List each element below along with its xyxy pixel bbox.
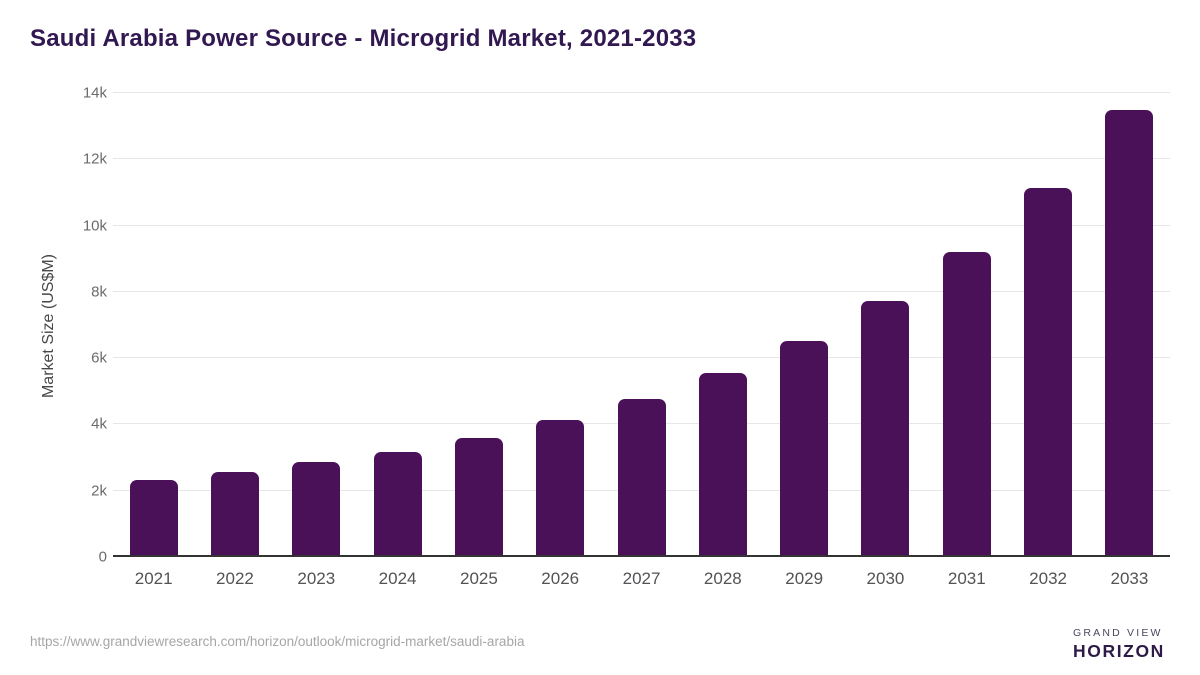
x-tick-label: 2028 <box>703 569 742 588</box>
y-tick-label: 0 <box>98 548 107 566</box>
bar-2024 <box>373 451 422 557</box>
gridline <box>113 357 1170 359</box>
bar-slot <box>1089 93 1170 557</box>
source-url: https://www.grandviewresearch.com/horizo… <box>30 634 525 649</box>
y-tick-label: 8k <box>91 283 107 301</box>
chart-title: Saudi Arabia Power Source - Microgrid Ma… <box>30 25 697 52</box>
x-tick-label: 2021 <box>134 569 173 588</box>
bar-slot <box>194 93 275 557</box>
y-tick-label: 14k <box>82 84 107 102</box>
logo-sun-shape <box>1029 634 1051 644</box>
bar-2030 <box>861 301 910 557</box>
bar-2026 <box>536 420 585 557</box>
logo-product-name: HORIZON <box>1073 640 1165 661</box>
bar-slot <box>438 93 519 557</box>
bar-2033 <box>1105 109 1154 557</box>
bar-2031 <box>942 251 991 557</box>
bar-2021 <box>129 480 178 557</box>
x-tick-label: 2026 <box>541 569 580 588</box>
bar-2027 <box>617 399 666 557</box>
bar-slot <box>764 93 845 557</box>
logo-brand-name: GRAND VIEW <box>1073 626 1163 639</box>
x-tick-label: 2033 <box>1110 569 1149 588</box>
gridline <box>113 224 1170 226</box>
logo-text: GRAND VIEW HORIZON <box>1073 627 1165 662</box>
bar-slot <box>520 93 601 557</box>
logo-reflection-line-1 <box>1031 645 1049 650</box>
x-axis-labels: 2021 2022 2023 2024 2025 2026 2027 2028 2029 2030… <box>113 569 1170 589</box>
bar-slot <box>1007 93 1088 557</box>
bars-container <box>113 93 1170 557</box>
bar-slot <box>113 93 194 557</box>
gridline <box>113 158 1170 160</box>
x-tick-label: 2025 <box>459 569 498 588</box>
horizon-sunrise-icon <box>1017 621 1063 667</box>
y-axis: 0 2k 4k 6k 8k 10k 12k 14k <box>50 85 107 566</box>
bar-slot <box>845 93 926 557</box>
x-tick-label: 2023 <box>297 569 336 588</box>
bar-slot <box>926 93 1007 557</box>
x-tick-label: 2029 <box>785 569 824 588</box>
bar-2028 <box>698 373 747 557</box>
gridline <box>113 290 1170 292</box>
x-axis-line <box>113 555 1170 557</box>
x-tick-label: 2031 <box>947 569 986 588</box>
x-tick-label: 2030 <box>866 569 905 588</box>
y-tick-label: 4k <box>91 415 107 433</box>
bar-slot <box>682 93 763 557</box>
x-tick-label: 2022 <box>216 569 254 588</box>
grand-view-horizon-logo: GRAND VIEW HORIZON <box>1017 621 1165 667</box>
bar-2023 <box>292 461 341 557</box>
y-tick-label: 6k <box>91 349 107 367</box>
y-tick-label: 10k <box>82 217 107 235</box>
bar-slot <box>357 93 438 557</box>
bar-2032 <box>1024 188 1073 557</box>
x-tick-label: 2027 <box>622 569 661 588</box>
y-tick-label: 2k <box>91 482 107 500</box>
y-tick-label: 12k <box>82 150 107 168</box>
bar-2022 <box>210 472 259 557</box>
bar-slot <box>601 93 682 557</box>
x-tick-label: 2032 <box>1029 569 1067 588</box>
bar-slot <box>276 93 357 557</box>
bar-2029 <box>780 340 829 557</box>
logo-reflection-line-2 <box>1035 651 1045 656</box>
plot-area <box>113 92 1170 557</box>
gridline <box>113 92 1170 93</box>
x-tick-label: 2024 <box>378 569 417 588</box>
bar-2025 <box>454 437 503 557</box>
